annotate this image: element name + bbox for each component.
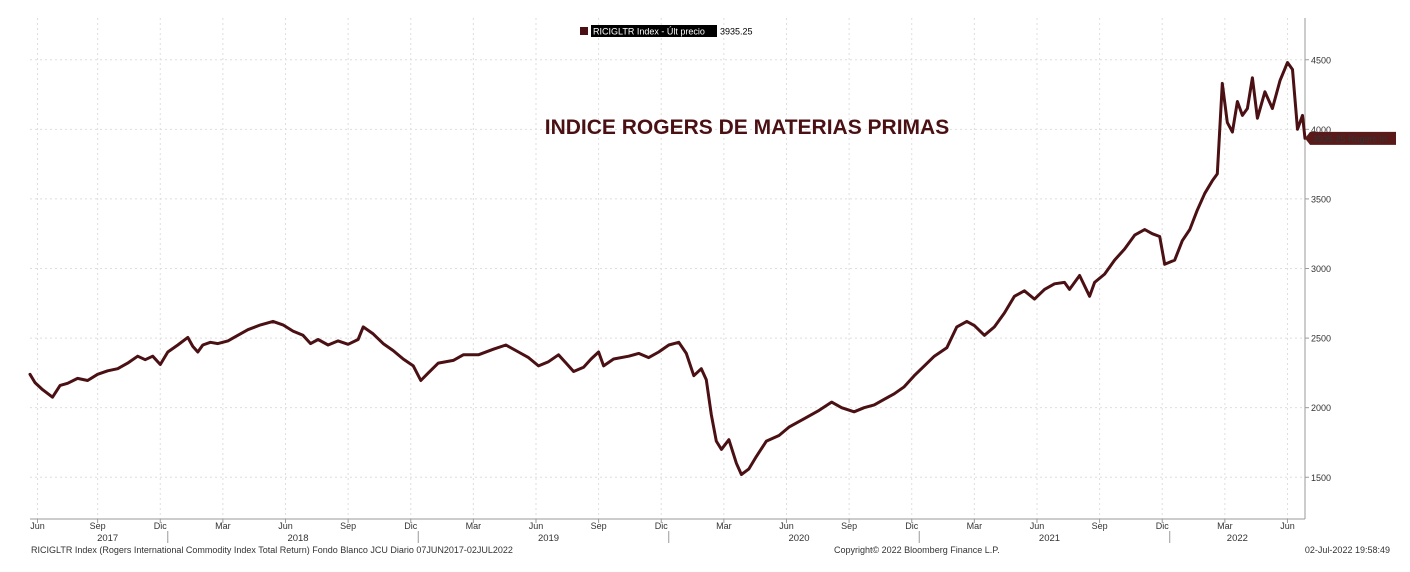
chart-title: INDICE ROGERS DE MATERIAS PRIMAS — [545, 116, 949, 139]
last-value-background — [1305, 131, 1396, 145]
year-label: 2020 — [788, 533, 809, 544]
footer-copyright: Copyright© 2022 Bloomberg Finance L.P. — [834, 545, 1000, 555]
last-value-tag: 3935.25 Rogers In — [1305, 131, 1396, 145]
x-tick-label: Sep — [1092, 521, 1108, 531]
footer-source: RICIGLTR Index (Rogers International Com… — [31, 545, 513, 555]
x-tick-label: Jun — [529, 521, 544, 531]
x-tick-label: Sep — [841, 521, 857, 531]
y-tick-label: 3000 — [1311, 264, 1331, 274]
legend-swatch — [580, 27, 588, 35]
last-value-label: 3935.25 Rogers In — [1313, 134, 1387, 144]
x-tick-label: Mar — [1217, 521, 1233, 531]
legend: RICIGLTR Index - Últ precio 3935.25 — [580, 25, 753, 37]
year-label: 2021 — [1039, 533, 1060, 544]
x-tick-label: Mar — [215, 521, 231, 531]
x-tick-label: Jun — [1030, 521, 1045, 531]
gridlines — [30, 18, 1305, 519]
x-tick-label: Dic — [1156, 521, 1169, 531]
y-tick-label: 3500 — [1311, 194, 1331, 204]
x-tick-label: Mar — [466, 521, 482, 531]
x-tick-label: Dic — [655, 521, 668, 531]
legend-label-background — [591, 25, 717, 37]
axes: 1500 2000 2500 3000 3500 4000 4500 Jun Sep Dic Mar… — [30, 18, 1331, 544]
legend-value: 3935.25 — [720, 27, 753, 37]
y-tick-label: 1500 — [1311, 473, 1331, 483]
x-tick-label: Sep — [591, 521, 607, 531]
series-line — [28, 61, 1307, 476]
x-tick-label: Jun — [1280, 521, 1295, 531]
series-layer — [28, 61, 1307, 476]
y-tick-label: 2000 — [1311, 403, 1331, 413]
x-tick-label: Mar — [967, 521, 983, 531]
x-tick-label: Jun — [30, 521, 45, 531]
x-tick-label: Dic — [154, 521, 167, 531]
year-label: 2018 — [287, 533, 308, 544]
x-tick-label: Sep — [90, 521, 106, 531]
y-tick-label: 4000 — [1311, 125, 1331, 135]
footer-timestamp: 02-Jul-2022 19:58:49 — [1305, 545, 1390, 555]
year-label: 2022 — [1227, 533, 1248, 544]
x-tick-label: Mar — [716, 521, 732, 531]
year-label: 2019 — [538, 533, 559, 544]
x-tick-label: Jun — [278, 521, 293, 531]
y-tick-label: 2500 — [1311, 334, 1331, 344]
year-label: 2017 — [97, 533, 118, 544]
x-tick-label: Dic — [404, 521, 417, 531]
y-tick-label: 4500 — [1311, 55, 1331, 65]
legend-label: RICIGLTR Index - Últ precio — [593, 27, 705, 37]
x-tick-label: Jun — [779, 521, 794, 531]
x-tick-label: Dic — [905, 521, 918, 531]
x-tick-label: Sep — [340, 521, 356, 531]
